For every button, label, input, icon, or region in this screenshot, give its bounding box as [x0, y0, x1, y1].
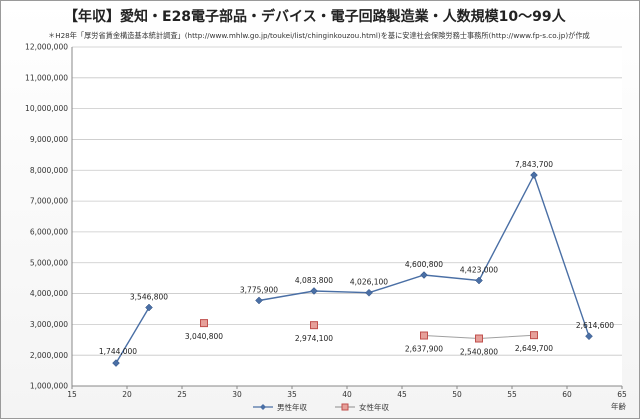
- data-point: [365, 288, 373, 297]
- data-label: 4,026,100: [350, 278, 388, 287]
- y-tick-label: 7,000,000: [30, 197, 68, 206]
- data-point: [530, 171, 538, 179]
- y-tick-label: 2,000,000: [30, 351, 68, 360]
- x-tick-label: 65: [617, 390, 627, 399]
- data-point: [420, 331, 428, 340]
- data-label: 4,083,800: [295, 276, 333, 285]
- x-tick-label: 35: [287, 390, 297, 399]
- data-label: 3,546,800: [130, 293, 168, 302]
- y-axis-ticks: 1,000,000 2,000,000 3,000,000 4,000,000 5,00…: [25, 43, 68, 391]
- data-point: [310, 287, 318, 295]
- x-tick-label: 50: [452, 390, 462, 399]
- y-tick-label: 9,000,000: [30, 135, 68, 144]
- data-label: 2,974,100: [295, 334, 333, 343]
- x-tick-label: 20: [122, 390, 132, 399]
- y-tick-label: 8,000,000: [30, 166, 68, 175]
- data-point: [530, 331, 538, 340]
- data-label: 3,040,800: [185, 332, 223, 341]
- data-label: 2,540,800: [460, 348, 498, 357]
- data-label: 2,637,900: [405, 345, 443, 354]
- data-point: [112, 359, 120, 367]
- y-tick-label: 6,000,000: [30, 228, 68, 237]
- data-label: 4,423,000: [460, 266, 498, 275]
- data-label: 3,775,900: [240, 285, 278, 294]
- legend-entry: 女性年収: [359, 402, 389, 412]
- legend: 男性年収 女性年収: [253, 402, 389, 412]
- data-label: 4,600,800: [405, 260, 443, 269]
- x-tick-label: 25: [177, 390, 187, 399]
- legend-marker: [260, 404, 266, 410]
- y-tick-label: 1,000,000: [30, 382, 68, 391]
- series-points: [112, 171, 593, 367]
- gridlines: [72, 46, 622, 387]
- y-tick-label: 3,000,000: [30, 320, 68, 329]
- data-labels: 1,744,000 3,546,800 3,775,900 4,083,800 4,02…: [99, 160, 614, 356]
- y-tick-label: 4,000,000: [30, 289, 68, 298]
- data-point: [420, 271, 428, 279]
- data-label: 2,614,600: [576, 321, 614, 330]
- data-point: [585, 332, 593, 341]
- data-label: 1,744,000: [99, 347, 137, 356]
- data-point: [200, 319, 208, 328]
- y-tick-label: 12,000,000: [25, 43, 68, 52]
- data-point: [255, 296, 263, 305]
- x-tick-label: 60: [562, 390, 572, 399]
- data-label: 7,843,700: [515, 160, 553, 169]
- y-tick-label: 11,000,000: [25, 73, 68, 82]
- y-tick-label: 10,000,000: [25, 104, 68, 113]
- x-tick-label: 45: [397, 390, 407, 399]
- x-tick-label: 40: [342, 390, 352, 399]
- data-point: [475, 334, 483, 343]
- data-point: [475, 276, 483, 285]
- y-tick-label: 5,000,000: [30, 258, 68, 267]
- x-axis-label: 年齢: [611, 401, 626, 411]
- x-tick-label: 55: [507, 390, 517, 399]
- chart-title: 【年収】愛知・E28電子部品・デバイス・電子回路製造業・人数規模10～99人: [64, 9, 566, 25]
- x-axis-ticks: 15 20 25 30 35 40 45 50 55 60 65: [67, 386, 627, 399]
- x-tick-label: 30: [232, 390, 242, 399]
- chart-subtitle: ＊H28年「厚労省賃金構造基本統計調査」(http://www.mhlw.go.…: [48, 31, 590, 40]
- data-point: [145, 303, 153, 312]
- x-tick-label: 15: [67, 390, 77, 399]
- legend-entry: 男性年収: [277, 402, 307, 412]
- plot-area: [72, 47, 622, 386]
- data-label: 2,649,700: [515, 344, 553, 353]
- legend-marker: [341, 403, 349, 411]
- series-line: [115, 307, 150, 364]
- data-point: [310, 321, 318, 330]
